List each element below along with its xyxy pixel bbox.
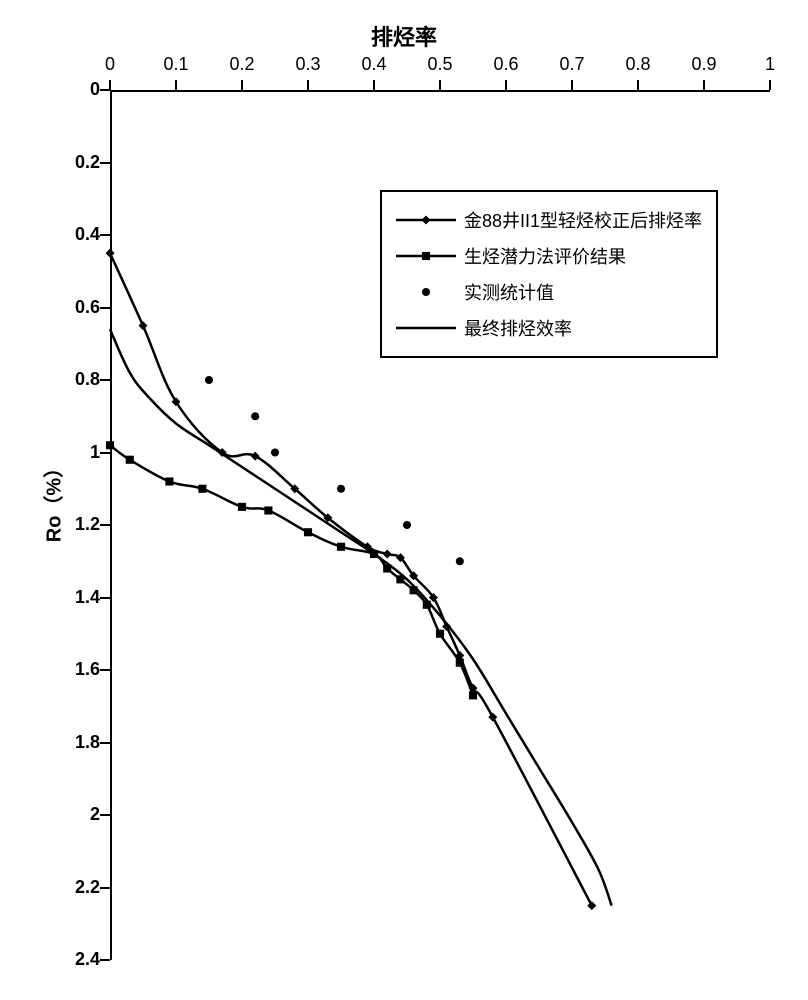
y-tick-label: 0 [60, 79, 100, 100]
y-tick-label: 1 [60, 442, 100, 463]
y-tick-label: 0.4 [60, 224, 100, 245]
y-tick-label: 2.2 [60, 877, 100, 898]
y-tick [100, 959, 110, 961]
data-marker [456, 557, 464, 565]
data-marker [126, 456, 134, 464]
data-marker [139, 321, 148, 330]
data-marker [205, 376, 213, 384]
y-tick-label: 1.2 [60, 514, 100, 535]
y-tick [100, 814, 110, 816]
y-tick [100, 234, 110, 236]
data-marker [251, 412, 259, 420]
data-marker [106, 441, 114, 449]
chart-container: 排烃率 Ro（%） 00.10.20.30.40.50.60.70.80.910… [20, 20, 788, 980]
x-tick-label: 0.9 [689, 54, 719, 75]
y-tick [100, 89, 110, 91]
x-tick [307, 80, 309, 90]
data-marker [238, 503, 246, 511]
y-tick [100, 669, 110, 671]
x-tick [439, 80, 441, 90]
x-tick [637, 80, 639, 90]
data-marker [587, 901, 596, 910]
legend-item: 生烃潜力法评价结果 [396, 238, 702, 274]
legend-label: 金88井II1型轻烃校正后排烃率 [464, 207, 702, 233]
legend-label: 实测统计值 [464, 279, 554, 305]
y-tick-label: 0.2 [60, 152, 100, 173]
data-marker [469, 691, 477, 699]
data-marker [383, 550, 392, 559]
data-marker [304, 528, 312, 536]
x-tick [505, 80, 507, 90]
legend-item: 金88井II1型轻烃校正后排烃率 [396, 202, 702, 238]
x-tick [241, 80, 243, 90]
data-marker [106, 249, 115, 258]
legend-swatch [396, 282, 456, 302]
series-line-potential [110, 445, 473, 695]
y-tick-label: 1.8 [60, 732, 100, 753]
data-marker [422, 252, 430, 260]
chart-title: 排烃率 [20, 20, 788, 52]
legend-label: 生烃潜力法评价结果 [464, 243, 626, 269]
data-marker [422, 216, 431, 225]
x-tick [175, 80, 177, 90]
data-marker [271, 448, 279, 456]
x-tick-label: 0.2 [227, 54, 257, 75]
plot-area: 00.10.20.30.40.50.60.70.80.9100.20.40.60… [110, 90, 770, 960]
data-marker [436, 630, 444, 638]
data-marker [264, 506, 272, 514]
y-tick-label: 1.6 [60, 659, 100, 680]
legend-swatch [396, 210, 456, 230]
x-tick [373, 80, 375, 90]
y-tick [100, 379, 110, 381]
y-tick-label: 2 [60, 804, 100, 825]
x-tick-label: 0 [95, 54, 125, 75]
legend-swatch [396, 246, 456, 266]
y-tick [100, 452, 110, 454]
y-tick-label: 1.4 [60, 587, 100, 608]
legend-label: 最终排烃效率 [464, 315, 572, 341]
x-tick [571, 80, 573, 90]
y-tick [100, 597, 110, 599]
legend-swatch [396, 318, 456, 338]
x-tick [703, 80, 705, 90]
y-tick [100, 162, 110, 164]
y-tick-label: 0.8 [60, 369, 100, 390]
legend-item: 最终排烃效率 [396, 310, 702, 346]
x-tick-label: 0.3 [293, 54, 323, 75]
legend-item: 实测统计值 [396, 274, 702, 310]
data-marker [456, 659, 464, 667]
data-marker [165, 477, 173, 485]
data-marker [403, 521, 411, 529]
y-tick [100, 887, 110, 889]
x-tick-label: 0.5 [425, 54, 455, 75]
y-tick-label: 2.4 [60, 949, 100, 970]
data-marker [422, 288, 430, 296]
y-tick [100, 307, 110, 309]
y-tick [100, 742, 110, 744]
x-tick [769, 80, 771, 90]
data-marker [198, 485, 206, 493]
x-tick-label: 1 [755, 54, 785, 75]
x-tick-label: 0.4 [359, 54, 389, 75]
data-marker [337, 543, 345, 551]
y-tick-label: 0.6 [60, 297, 100, 318]
data-marker [337, 485, 345, 493]
y-tick [100, 524, 110, 526]
x-tick-label: 0.7 [557, 54, 587, 75]
x-tick-label: 0.8 [623, 54, 653, 75]
legend-box: 金88井II1型轻烃校正后排烃率生烃潜力法评价结果实测统计值最终排烃效率 [380, 190, 718, 358]
x-tick-label: 0.6 [491, 54, 521, 75]
x-tick-label: 0.1 [161, 54, 191, 75]
